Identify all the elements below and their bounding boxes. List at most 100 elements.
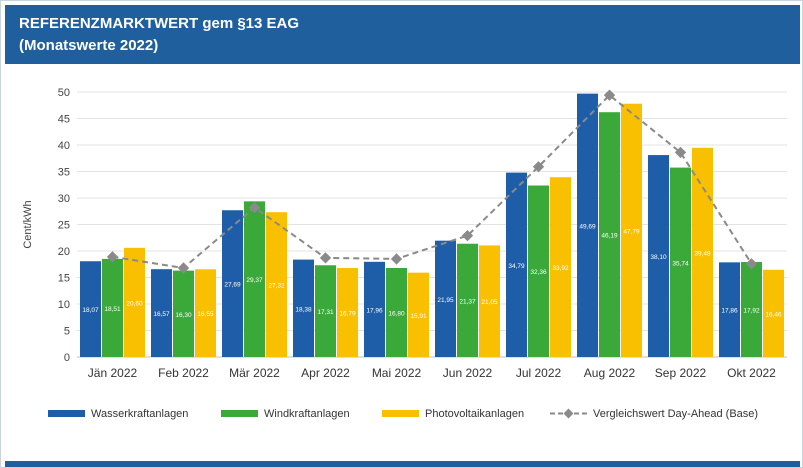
data-label: 16,80 <box>388 310 405 317</box>
legend-swatch <box>48 410 85 417</box>
y-axis-label: Cent/kWh <box>22 200 34 248</box>
data-label: 15,91 <box>410 313 427 320</box>
bar <box>577 93 598 357</box>
data-label: 27,69 <box>224 282 241 289</box>
y-tick-label: 10 <box>58 299 70 311</box>
legend-swatch <box>221 410 258 417</box>
bar <box>244 201 265 357</box>
bar <box>222 210 243 357</box>
data-label: 46,19 <box>601 233 618 240</box>
x-tick-label: Okt 2022 <box>727 366 776 380</box>
y-tick-label: 5 <box>64 326 70 338</box>
bar <box>670 167 691 357</box>
data-label: 16,79 <box>339 311 356 318</box>
bar <box>599 112 620 358</box>
bar <box>364 261 385 357</box>
data-label: 16,57 <box>153 311 170 318</box>
data-label: 18,38 <box>295 306 312 313</box>
bar <box>479 245 500 357</box>
x-tick-label: Jän 2022 <box>88 366 138 380</box>
bar <box>550 177 571 357</box>
bar <box>151 269 172 357</box>
data-label: 27,32 <box>268 283 285 290</box>
bar <box>719 262 740 357</box>
bar <box>528 185 549 357</box>
data-label: 39,48 <box>694 250 711 257</box>
chart-subtitle: (Monatswerte 2022) <box>19 37 159 54</box>
bar <box>195 269 216 357</box>
x-tick-label: Mär 2022 <box>229 366 280 380</box>
bar-chart: 0 5 10 15 20 25 30 35 40 45 50 Cent/kWh 18,07 18,51 20… <box>22 87 787 420</box>
line-point <box>248 201 261 214</box>
y-tick-label: 30 <box>58 193 70 205</box>
bar <box>337 268 358 357</box>
data-label: 38,10 <box>650 254 667 261</box>
legend-label: Windkraftanlagen <box>264 408 350 420</box>
data-label: 20,60 <box>126 300 143 307</box>
line-point <box>532 161 545 173</box>
legend-line-marker <box>563 408 574 419</box>
series-line-vergleichswert <box>112 93 753 270</box>
bar <box>621 103 642 357</box>
data-label: 49,69 <box>579 223 596 230</box>
bar <box>408 272 429 357</box>
y-tick-label: 25 <box>58 220 70 232</box>
bar <box>506 172 527 357</box>
y-tick-label: 20 <box>58 246 70 258</box>
bar <box>173 270 194 357</box>
x-tick-label: Mai 2022 <box>372 366 422 380</box>
y-tick-label: 45 <box>58 114 70 126</box>
y-tick-label: 15 <box>58 273 70 285</box>
line-point <box>745 258 758 270</box>
x-tick-label: Aug 2022 <box>584 366 636 380</box>
legend-swatch <box>382 410 419 417</box>
x-tick-label: Jun 2022 <box>443 366 493 380</box>
data-label: 33,92 <box>552 265 569 272</box>
bar <box>648 155 669 357</box>
data-label: 34,79 <box>508 263 525 270</box>
bar <box>102 258 123 357</box>
bar <box>266 212 287 357</box>
data-label: 17,86 <box>721 308 738 315</box>
data-label: 47,79 <box>623 228 640 235</box>
bar <box>80 261 101 357</box>
y-tick-label: 50 <box>58 87 70 99</box>
x-tick-label: Feb 2022 <box>158 366 209 380</box>
data-label: 17,96 <box>366 307 383 314</box>
bar <box>386 267 407 357</box>
chart-header: REFERENZMARKTWERT gem §13 EAG (Monatswer… <box>5 5 800 64</box>
legend-label: Vergleichswert Day-Ahead (Base) <box>593 408 758 420</box>
data-label: 21,05 <box>481 299 498 306</box>
y-tick-label: 40 <box>58 140 70 152</box>
data-label: 16,55 <box>197 311 214 318</box>
data-label: 16,46 <box>765 311 782 318</box>
data-label: 17,31 <box>317 309 334 316</box>
x-tick-label: Sep 2022 <box>655 366 707 380</box>
line-point <box>319 252 332 264</box>
y-tick-label: 0 <box>64 352 70 364</box>
data-label: 17,92 <box>743 308 760 315</box>
footer-bar <box>5 461 800 467</box>
data-label: 32,36 <box>530 269 547 276</box>
data-label: 21,37 <box>459 298 476 305</box>
bar <box>763 269 784 357</box>
bar <box>692 147 713 357</box>
bar <box>315 265 336 357</box>
data-label: 21,95 <box>437 297 454 304</box>
bar <box>435 240 456 357</box>
line-point <box>390 253 403 265</box>
x-tick-label: Apr 2022 <box>301 366 350 380</box>
line-point <box>461 229 474 242</box>
y-tick-label: 35 <box>58 167 70 179</box>
data-label: 29,37 <box>246 277 263 284</box>
data-label: 35,74 <box>672 260 689 267</box>
legend-label: Photovoltaikanlagen <box>425 408 524 420</box>
bar <box>457 243 478 357</box>
bar <box>293 259 314 357</box>
line-point <box>177 262 190 274</box>
bar <box>741 262 762 357</box>
chart-title: REFERENZMARKTWERT gem §13 EAG <box>19 15 300 32</box>
data-label: 18,51 <box>104 306 121 313</box>
bar <box>124 247 145 357</box>
